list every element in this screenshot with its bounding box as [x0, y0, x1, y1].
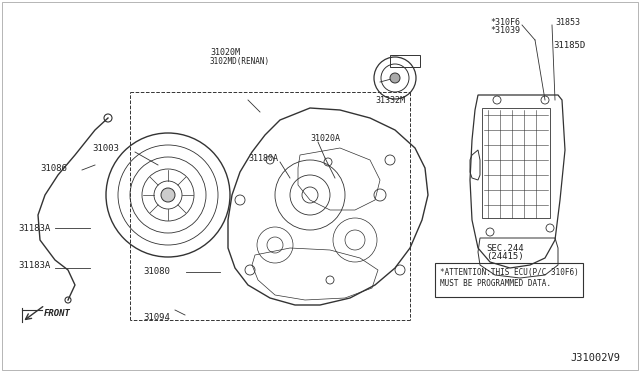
Text: 31853: 31853: [555, 17, 580, 26]
Text: 31080: 31080: [143, 267, 170, 276]
Text: (24415): (24415): [486, 253, 524, 262]
Text: 31003: 31003: [92, 144, 119, 153]
Text: 31094: 31094: [143, 314, 170, 323]
Text: 31020M: 31020M: [210, 48, 240, 57]
Circle shape: [161, 188, 175, 202]
Bar: [482, 108, 550, 218]
Text: 31086: 31086: [40, 164, 67, 173]
Text: J31002V9: J31002V9: [570, 353, 620, 363]
Ellipse shape: [390, 73, 400, 83]
Text: *31039: *31039: [490, 26, 520, 35]
Text: FRONT: FRONT: [44, 310, 71, 318]
Text: *ATTENTION:THIS ECU(P/C 310F6): *ATTENTION:THIS ECU(P/C 310F6): [440, 269, 579, 278]
Text: 31020A: 31020A: [310, 134, 340, 142]
Text: 31183A: 31183A: [18, 260, 51, 269]
Bar: [435, 263, 583, 297]
Text: 31332M: 31332M: [375, 96, 405, 105]
Text: MUST BE PROGRAMMED DATA.: MUST BE PROGRAMMED DATA.: [440, 279, 551, 289]
Text: 31183A: 31183A: [18, 224, 51, 232]
Text: 3102MD(RENAN): 3102MD(RENAN): [210, 57, 270, 65]
Text: 31180A: 31180A: [248, 154, 278, 163]
Bar: [390, 55, 420, 67]
Text: SEC.244: SEC.244: [486, 244, 524, 253]
Text: *310F6: *310F6: [490, 17, 520, 26]
Text: 31185D: 31185D: [553, 41, 585, 49]
